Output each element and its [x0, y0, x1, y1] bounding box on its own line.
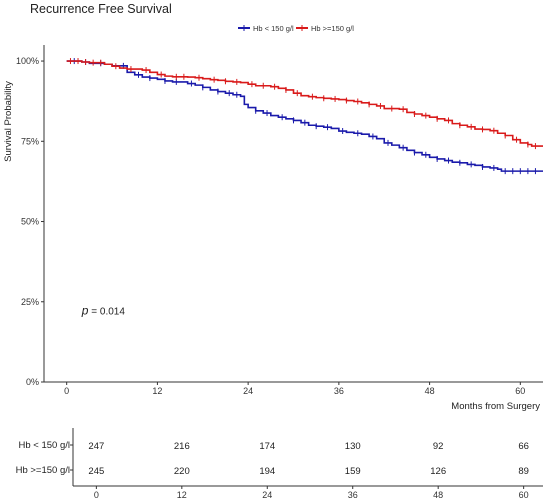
risk-row-label: Hb < 150 g/l — [19, 440, 71, 451]
risk-x-tick-label: 24 — [262, 490, 272, 500]
risk-row: Hb >=150 g/l 245 220 194 159 126 89 — [16, 465, 529, 477]
risk-count: 92 — [433, 441, 444, 452]
x-tick-label: 48 — [425, 386, 435, 396]
risk-count: 174 — [259, 441, 275, 452]
x-tick-label: 36 — [334, 386, 344, 396]
survival-line — [66, 60, 543, 172]
chart-title: Recurrence Free Survival — [30, 2, 172, 16]
x-tick-label: 60 — [515, 386, 525, 396]
risk-count: 126 — [430, 466, 446, 477]
axes: 0% 25% 50% 75% 100% 0 12 24 36 48 60 Survival Proba… — [3, 45, 543, 412]
y-tick-label: 50% — [21, 217, 39, 227]
risk-x-tick-label: 48 — [433, 490, 443, 500]
x-tick-label: 24 — [243, 386, 253, 396]
p-symbol: p — [81, 304, 89, 318]
p-value: = 0.014 — [88, 307, 125, 318]
risk-x-tick-label: 60 — [519, 490, 529, 500]
y-tick-label: 100% — [16, 56, 39, 66]
risk-table: Hb < 150 g/l 247 216 174 130 92 66 Hb >=150 g/l… — [16, 428, 543, 500]
risk-count: 245 — [88, 466, 104, 477]
risk-count: 159 — [345, 466, 361, 477]
x-tick-label: 12 — [152, 386, 162, 396]
risk-x-tick-label: 36 — [348, 490, 358, 500]
p-value-annotation: p = 0.014 — [81, 304, 126, 318]
risk-row-label: Hb >=150 g/l — [16, 465, 70, 476]
x-axis-title: Months from Surgery — [451, 401, 540, 412]
risk-count: 130 — [345, 441, 361, 452]
risk-x-tick-label: 0 — [94, 490, 99, 500]
legend: Hb < 150 g/l Hb >=150 g/l — [238, 24, 354, 33]
risk-count: 66 — [518, 441, 529, 452]
risk-count: 220 — [174, 466, 190, 477]
series-group — [66, 58, 543, 175]
y-tick-label: 25% — [21, 297, 39, 307]
x-tick-label: 0 — [64, 386, 69, 396]
legend-label: Hb < 150 g/l — [253, 24, 294, 33]
legend-entry: Hb >=150 g/l — [296, 24, 354, 33]
risk-count: 194 — [259, 466, 275, 477]
series-group — [66, 58, 543, 150]
legend-label: Hb >=150 g/l — [311, 24, 354, 33]
y-tick-label: 0% — [26, 377, 39, 387]
legend-entry: Hb < 150 g/l — [238, 24, 294, 33]
y-tick-label: 75% — [21, 136, 39, 146]
y-axis-title: Survival Probability — [3, 81, 14, 162]
risk-count: 247 — [88, 441, 104, 452]
survival-line — [66, 60, 543, 147]
survival-curves — [66, 58, 543, 175]
risk-count: 216 — [174, 441, 190, 452]
risk-row: Hb < 150 g/l 247 216 174 130 92 66 — [19, 440, 529, 452]
p-value-text: p = 0.014 — [81, 304, 126, 318]
risk-x-tick-label: 12 — [177, 490, 187, 500]
risk-count: 89 — [518, 466, 529, 477]
